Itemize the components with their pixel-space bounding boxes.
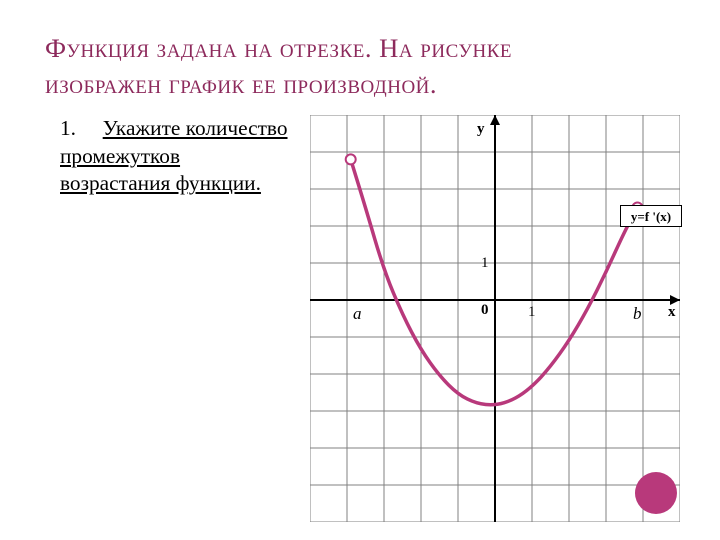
legend-text: y=f '(x) [631,209,671,224]
x-tick-1: 1 [528,304,536,321]
question-number: 1. [60,116,76,140]
legend-box: y=f '(x) [620,205,682,227]
endpoint-a: a [353,304,362,324]
question-block: 1. Укажите количество промежутков возрас… [60,115,290,198]
endpoint-b: b [633,304,642,324]
y-axis-label: y [477,121,485,138]
slide-title: Функция задана на отрезке. На рисунке из… [45,30,605,102]
y-tick-1: 1 [481,255,489,272]
origin-label: 0 [481,302,489,319]
title-text: Функция задана на отрезке. На рисунке из… [45,33,512,99]
x-axis-label: x [668,304,676,321]
chart-svg [310,115,680,522]
chart-area [310,115,680,515]
corner-decoration [635,472,677,514]
